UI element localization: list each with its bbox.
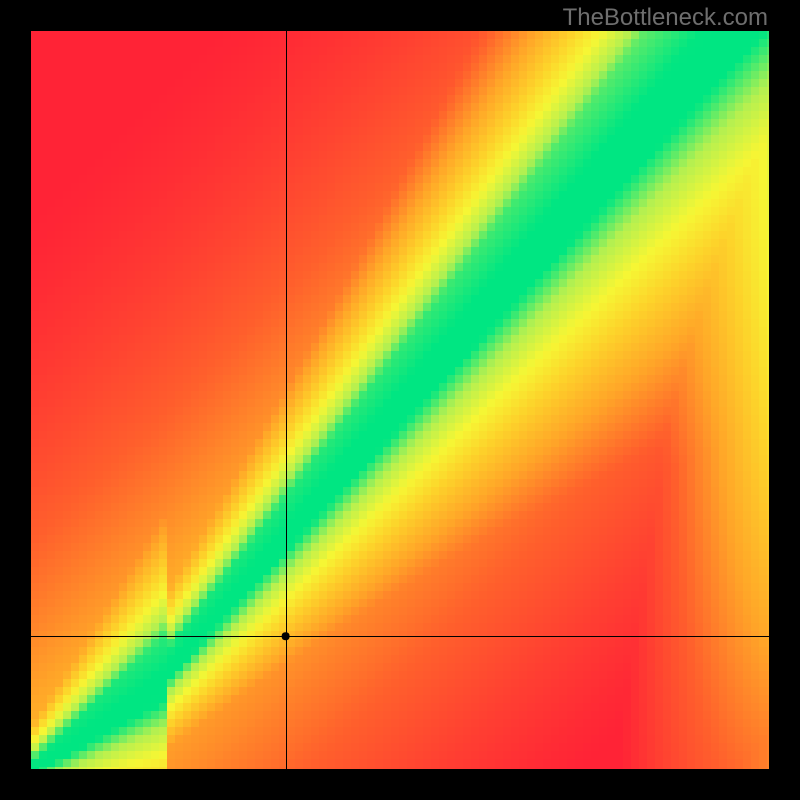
chart-container: TheBottleneck.com [0, 0, 800, 800]
bottleneck-heatmap [31, 31, 769, 769]
watermark-text: TheBottleneck.com [563, 4, 768, 32]
